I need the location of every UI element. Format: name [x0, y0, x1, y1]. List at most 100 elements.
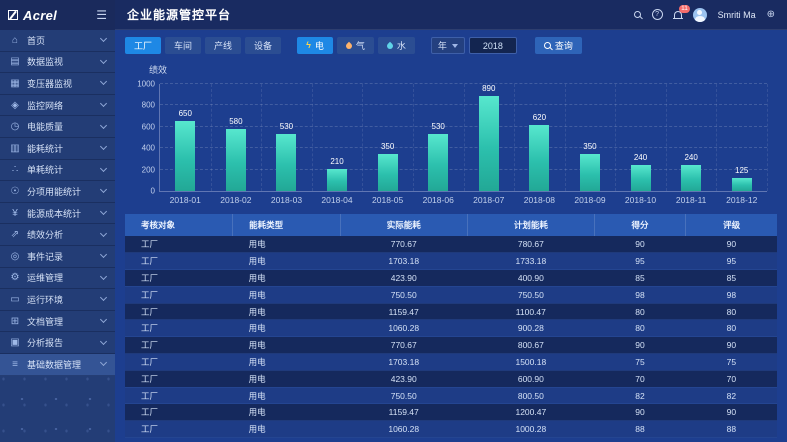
table-row[interactable]: 工厂 用电 770.67 780.67 90 90	[125, 236, 777, 254]
search-icon[interactable]	[633, 11, 641, 18]
sidebar-item-label: 分项用能统计	[27, 186, 82, 197]
table-row[interactable]: 工厂 用电 750.50 750.50 98 98	[125, 286, 777, 304]
sidebar-item-basic-data-management[interactable]: ≡ 基础数据管理	[0, 353, 115, 376]
table-row[interactable]: 工厂 用电 1060.28 900.28 80 80	[125, 319, 777, 338]
sidebar-item-data-monitoring[interactable]: ▤ 数据监视	[0, 52, 115, 74]
tab-water[interactable]: 水	[377, 37, 415, 54]
avatar[interactable]	[692, 7, 707, 22]
table-row[interactable]: 工厂 用电 1060.28 1000.28 88 88	[125, 420, 777, 439]
tab-gas[interactable]: 气	[336, 37, 374, 54]
y-axis-tick: 200	[141, 165, 155, 175]
sidebar-item-om-management[interactable]: ⚙ 运维管理	[0, 268, 115, 290]
sidebar-item-label: 绩效分析	[27, 230, 64, 241]
gridline	[615, 84, 617, 191]
acrel-logo-icon	[8, 10, 18, 20]
sidebar-item-document-management[interactable]: ⊞ 文档管理	[0, 311, 115, 333]
table-cell: 90	[685, 403, 777, 422]
chevron-down-icon	[99, 164, 108, 172]
sidebar-item-performance-analysis[interactable]: ⇗ 绩效分析	[0, 224, 115, 246]
bar-value-label: 620	[532, 112, 547, 122]
period-select[interactable]: 年	[430, 37, 465, 54]
tab-workshop[interactable]: 车间	[165, 37, 202, 54]
data-table: 考核对象 能耗类型 实际能耗 计划能耗 得分 评级 工厂 用电 770.67 780.67 90 9…	[125, 214, 777, 439]
tab-device[interactable]: 设备	[245, 37, 282, 54]
sidebar-item-label: 电能质量	[27, 122, 64, 133]
table-cell: 88	[594, 420, 686, 439]
bar-value-label: 530	[279, 122, 294, 132]
table-cell: 600.90	[467, 370, 595, 388]
hamburger-menu-icon[interactable]: ☰	[96, 8, 107, 22]
table-row[interactable]: 工厂 用电 423.90 600.90 70 70	[125, 370, 777, 388]
table-row[interactable]: 工厂 用电 1703.18 1500.18 75 75	[125, 353, 777, 371]
table-row[interactable]: 工厂 用电 750.50 800.50 82 82	[125, 387, 777, 405]
table-cell: 98	[685, 286, 777, 304]
tab-line[interactable]: 产线	[205, 37, 242, 54]
year-input[interactable]	[468, 37, 517, 54]
sidebar-item-analysis-report[interactable]: ▣ 分析报告	[0, 332, 115, 354]
sidebar-item-unit-consumption-stats[interactable]: ∴ 单耗统计	[0, 160, 115, 182]
table-row[interactable]: 工厂 用电 1159.47 1100.47 80 80	[125, 303, 777, 321]
sidebar-item-event-records[interactable]: ◎ 事件记录	[0, 246, 115, 268]
help-icon[interactable]	[651, 9, 663, 20]
chart-bar	[579, 153, 600, 191]
table-cell: 工厂	[125, 286, 233, 304]
tab-factory[interactable]: 工厂	[125, 37, 162, 54]
language-globe-icon[interactable]: ⊕	[766, 9, 775, 20]
table-cell: 1060.28	[340, 319, 468, 338]
table-row[interactable]: 工厂 用电 423.90 400.90 85 85	[125, 269, 777, 287]
gridline	[160, 168, 767, 170]
notifications-button[interactable]: 11	[673, 5, 691, 18]
x-axis-label: 2018-04	[321, 195, 353, 205]
flame-icon	[344, 41, 354, 50]
sidebar-item-label: 事件记录	[27, 251, 64, 262]
table-cell: 用电	[232, 336, 341, 355]
table-cell: 70	[594, 370, 686, 388]
power-quality-icon: ◷	[10, 121, 20, 133]
sidebar-item-energy-consumption-stats[interactable]: ▥ 能耗统计	[0, 138, 115, 160]
table-cell: 用电	[232, 319, 341, 338]
table-cell: 工厂	[125, 403, 233, 422]
query-button-label: 查询	[554, 41, 573, 51]
bell-icon	[673, 11, 682, 18]
y-axis-tick: 0	[150, 186, 155, 196]
sidebar-pattern	[0, 375, 115, 442]
table-cell: 90	[594, 336, 686, 355]
query-button[interactable]: 查询	[534, 37, 582, 54]
logo-bar: Acrel ☰	[0, 0, 115, 30]
sidebar-item-transformer-monitoring[interactable]: ▦ 变压器监视	[0, 73, 115, 95]
chevron-down-icon	[99, 315, 108, 324]
column-header: 计划能耗	[466, 214, 595, 236]
gridline	[463, 84, 465, 191]
table-row[interactable]: 工厂 用电 770.67 800.67 90 90	[125, 336, 777, 355]
page-title: 企业能源管控平台	[127, 8, 232, 22]
table-cell: 用电	[232, 236, 341, 254]
bolt-icon: ϟ	[306, 40, 311, 50]
table-row[interactable]: 工厂 用电 1703.18 1733.18 95 95	[125, 252, 777, 271]
sidebar-item-monitoring-network[interactable]: ◈ 监控网络	[0, 95, 115, 117]
table-cell: 1703.18	[340, 353, 468, 371]
column-header: 实际能耗	[339, 214, 468, 236]
table-cell: 80	[685, 303, 777, 321]
sidebar-item-label: 基础数据管理	[27, 359, 82, 370]
tab-label: 气	[355, 41, 365, 51]
unit-consumption-icon: ∴	[11, 164, 19, 176]
gridline	[665, 84, 667, 191]
sidebar-item-power-quality[interactable]: ◷ 电能质量	[0, 116, 115, 138]
energy-stats-icon: ▥	[10, 142, 20, 154]
table-header-row: 考核对象 能耗类型 实际能耗 计划能耗 得分 评级	[125, 214, 777, 236]
sidebar-item-operating-environment[interactable]: ▭ 运行环境	[0, 289, 115, 311]
table-row[interactable]: 工厂 用电 1159.47 1200.47 90 90	[125, 403, 777, 422]
chevron-down-icon	[99, 186, 108, 194]
x-axis-label: 2018-06	[422, 195, 454, 205]
table-cell: 用电	[232, 387, 341, 405]
bar-value-label: 530	[431, 122, 445, 132]
sidebar-item-subitem-energy-stats[interactable]: ☉ 分项用能统计	[0, 181, 115, 203]
user-name[interactable]: Smriti Ma	[717, 9, 756, 20]
sidebar-item-home[interactable]: ⌂ 首页	[0, 30, 115, 52]
sidebar-item-energy-cost-stats[interactable]: ¥ 能源成本统计	[0, 203, 115, 225]
table-cell: 用电	[232, 403, 341, 422]
